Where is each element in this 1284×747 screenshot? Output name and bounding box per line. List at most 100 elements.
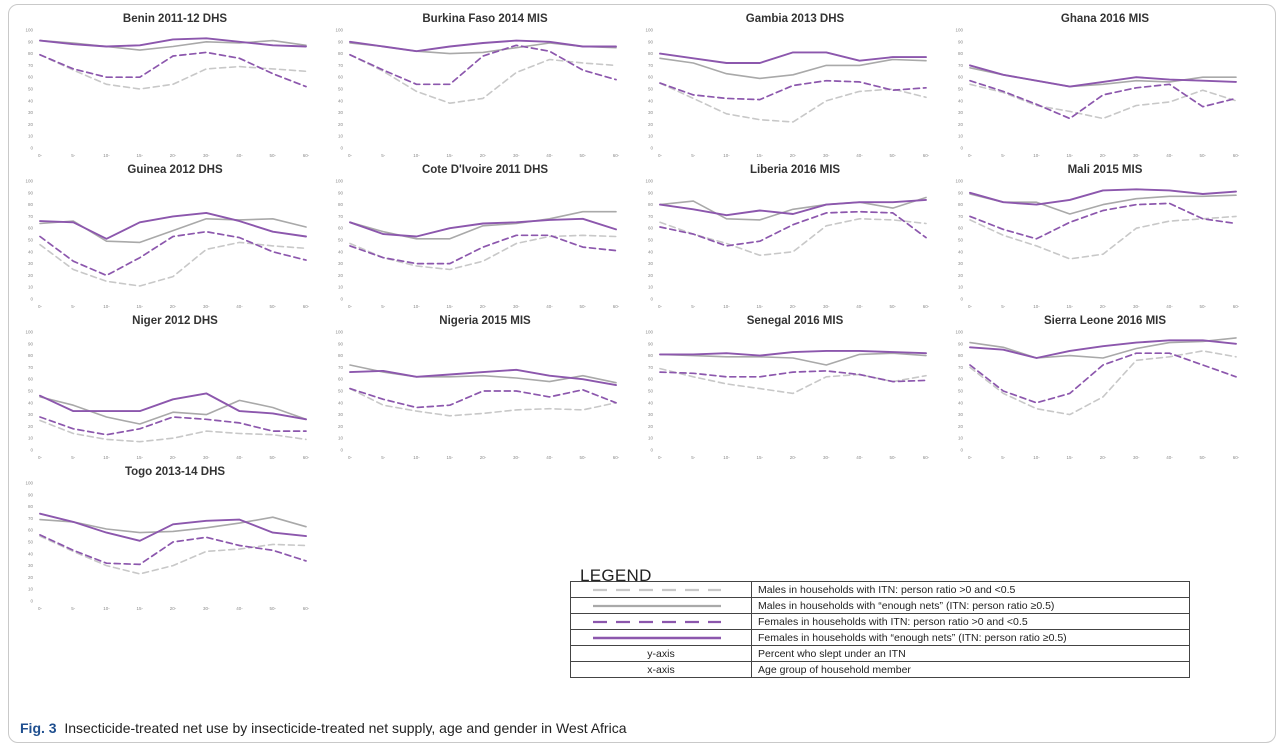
x-tick-label: 30-	[203, 455, 210, 460]
x-tick-label: 0-	[38, 153, 43, 158]
legend-label-males-lt: Males in households with ITN: person rat…	[751, 581, 1190, 598]
legend-key-y-axis: y-axis	[570, 645, 752, 662]
y-tick-label: 60	[958, 75, 964, 80]
legend-row-males-enough: Males in households with “enough nets” (…	[570, 597, 1190, 614]
x-tick-label: 40-	[856, 153, 863, 158]
series-line-males-enough	[349, 364, 617, 384]
chart-niger-2012-dhs: Niger 2012 DHS 0 10 20 30 40 50 60 70 80 90 100 0- 5-…	[25, 315, 309, 460]
legend-symbol-males-enough	[570, 597, 752, 614]
x-tick-label: 40-	[546, 455, 553, 460]
series-line-males-enough	[969, 337, 1237, 359]
y-tick-label: 30	[28, 261, 34, 266]
legend-label-females-lt: Females in households with ITN: person r…	[751, 613, 1190, 630]
y-tick-label: 10	[28, 285, 34, 290]
x-tick-label: 5-	[71, 606, 76, 611]
x-tick-label: 40-	[856, 455, 863, 460]
chart-title: Niger 2012 DHS	[132, 315, 218, 327]
y-tick-label: 90	[28, 39, 34, 44]
y-tick-label: 100	[25, 481, 33, 486]
x-tick-label: 15-	[756, 153, 763, 158]
y-tick-label: 90	[28, 492, 34, 497]
y-tick-label: 90	[958, 190, 964, 195]
x-tick-label: 5-	[381, 455, 386, 460]
x-tick-label: 50-	[579, 455, 586, 460]
series-line-females-lt	[39, 51, 307, 88]
series-line-females-enough	[349, 39, 617, 53]
x-tick-label: 15-	[1066, 153, 1073, 158]
y-tick-label: 70	[648, 63, 654, 68]
y-tick-label: 40	[28, 98, 34, 103]
y-tick-label: 20	[28, 122, 34, 127]
y-tick-label: 50	[28, 389, 34, 394]
series-line-males-lt	[349, 387, 617, 417]
x-tick-label: 10-	[413, 304, 420, 309]
series-line-males-lt	[969, 215, 1237, 260]
x-tick-label: 10-	[103, 455, 110, 460]
y-tick-label: 90	[338, 341, 344, 346]
x-tick-label: 30-	[823, 455, 830, 460]
y-tick-label: 90	[338, 190, 344, 195]
x-tick-label: 10-	[413, 455, 420, 460]
legend-row-females-lt: Females in households with ITN: person r…	[570, 613, 1190, 630]
y-tick-label: 20	[648, 122, 654, 127]
y-tick-label: 90	[338, 39, 344, 44]
x-tick-label: 30-	[1133, 153, 1140, 158]
x-tick-label: 60-	[1233, 153, 1240, 158]
y-tick-label: 70	[28, 214, 34, 219]
y-tick-label: 10	[28, 587, 34, 592]
chart-title: Nigeria 2015 MIS	[439, 315, 531, 327]
y-tick-label: 60	[648, 226, 654, 231]
y-tick-label: 50	[648, 389, 654, 394]
x-tick-label: 10-	[413, 153, 420, 158]
y-tick-label: 40	[648, 98, 654, 103]
series-line-males-enough	[39, 516, 307, 534]
y-tick-label: 20	[958, 424, 964, 429]
x-tick-label: 40-	[546, 153, 553, 158]
y-tick-label: 60	[28, 226, 34, 231]
y-tick-label: 30	[648, 412, 654, 417]
y-tick-label: 70	[958, 63, 964, 68]
x-tick-label: 5-	[1001, 455, 1006, 460]
y-tick-label: 30	[28, 110, 34, 115]
y-tick-label: 40	[28, 249, 34, 254]
y-tick-label: 20	[338, 273, 344, 278]
y-tick-label: 100	[25, 330, 33, 335]
legend-table: Males in households with ITN: person rat…	[570, 581, 1190, 678]
chart-guinea-2012-dhs: Guinea 2012 DHS 0 10 20 30 40 50 60 70 80 90 100 0- 5…	[25, 164, 309, 309]
x-tick-label: 10-	[723, 153, 730, 158]
x-tick-label: 40-	[546, 304, 553, 309]
x-tick-label: 50-	[269, 304, 276, 309]
y-tick-label: 0	[650, 146, 653, 151]
y-tick-label: 70	[648, 365, 654, 370]
x-tick-label: 40-	[236, 455, 243, 460]
x-tick-label: 5-	[381, 153, 386, 158]
y-tick-label: 100	[335, 330, 343, 335]
x-tick-label: 0-	[38, 304, 43, 309]
y-tick-label: 10	[958, 285, 964, 290]
series-line-females-enough	[969, 339, 1237, 359]
legend-symbol-females-lt	[570, 613, 752, 630]
y-tick-label: 10	[648, 436, 654, 441]
y-tick-label: 50	[958, 87, 964, 92]
series-line-females-enough	[349, 368, 617, 387]
series-line-females-lt	[349, 387, 617, 409]
y-tick-label: 10	[958, 134, 964, 139]
y-tick-label: 60	[28, 528, 34, 533]
series-line-females-lt	[969, 352, 1237, 404]
y-tick-label: 30	[648, 261, 654, 266]
x-tick-label: 20-	[170, 455, 177, 460]
x-tick-label: 50-	[269, 455, 276, 460]
y-tick-label: 30	[28, 563, 34, 568]
x-tick-label: 5-	[71, 455, 76, 460]
x-tick-label: 20-	[170, 606, 177, 611]
legend-symbol-females-enough	[570, 629, 752, 646]
chart-title: Senegal 2016 MIS	[747, 315, 844, 327]
y-tick-label: 100	[955, 28, 963, 33]
y-tick-label: 20	[648, 273, 654, 278]
chart-liberia-2016-mis: Liberia 2016 MIS 0 10 20 30 40 50 60 70 80 90 100 0-…	[645, 164, 929, 309]
chart-nigeria-2015-mis: Nigeria 2015 MIS 0 10 20 30 40 50 60 70 80 90 100 0-…	[335, 315, 619, 460]
y-tick-label: 20	[28, 273, 34, 278]
y-tick-label: 70	[338, 63, 344, 68]
x-tick-label: 30-	[1133, 304, 1140, 309]
